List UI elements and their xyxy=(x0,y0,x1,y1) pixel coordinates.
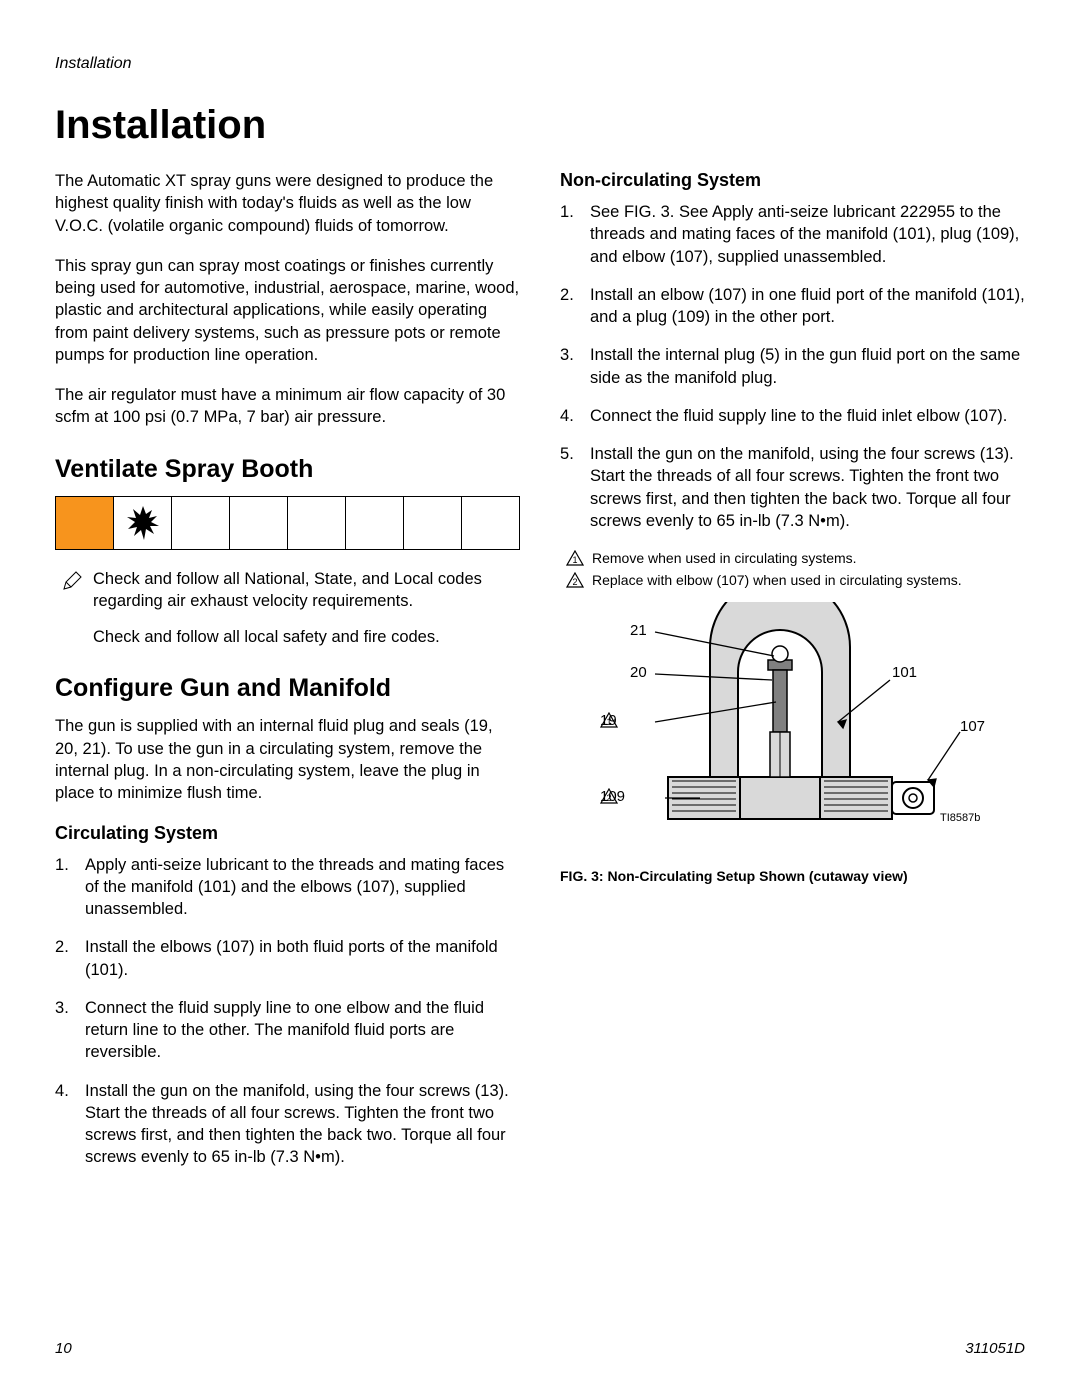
svg-text:1: 1 xyxy=(606,717,611,727)
circulating-steps: Apply anti-seize lubricant to the thread… xyxy=(55,854,520,1169)
warning-cell-fire xyxy=(114,497,172,549)
figure-caption: FIG. 3: Non-Circulating Setup Shown (cut… xyxy=(560,868,1025,884)
right-column: Non-circulating System See FIG. 3. See A… xyxy=(560,170,1025,1185)
safety-note-1: Check and follow all National, State, an… xyxy=(55,568,520,613)
callout-109: 2 109 xyxy=(600,788,625,805)
safety-note-1-text: Check and follow all National, State, an… xyxy=(93,568,520,613)
warning-cell-empty-6 xyxy=(462,497,519,549)
figure-caption-lead: FIG. 3: xyxy=(560,868,604,884)
svg-text:2: 2 xyxy=(606,793,611,803)
callout-107: 107 xyxy=(960,718,985,735)
warning-cell-empty-3 xyxy=(288,497,346,549)
circ-step-4: Install the gun on the manifold, using t… xyxy=(55,1080,520,1169)
running-head: Installation xyxy=(55,55,1025,73)
circ-step-2: Install the elbows (107) in both fluid p… xyxy=(55,936,520,981)
noncirc-heading: Non-circulating System xyxy=(560,170,1025,191)
warning-cell-empty-1 xyxy=(172,497,230,549)
configure-heading: Configure Gun and Manifold xyxy=(55,674,520,703)
warning-cell-empty-5 xyxy=(404,497,462,549)
warning-icon-strip xyxy=(55,496,520,550)
noncirc-steps: See FIG. 3. See Apply anti-seize lubrica… xyxy=(560,201,1025,532)
triangle-note-1: 1 Remove when used in circulating system… xyxy=(566,550,1025,566)
pencil-icon xyxy=(61,570,83,598)
warning-cell-empty-2 xyxy=(230,497,288,549)
figure-caption-rest: Non-Circulating Setup Shown (cutaway vie… xyxy=(604,868,908,884)
triangle-note-1-text: Remove when used in circulating systems. xyxy=(592,550,857,566)
figure-3: 21 20 1 19 2 109 101 107 TI8587b xyxy=(560,602,1025,862)
warning-cell-orange xyxy=(56,497,114,549)
noncirc-step-4: Connect the fluid supply line to the flu… xyxy=(560,405,1025,427)
intro-paragraph-3: The air regulator must have a minimum ai… xyxy=(55,384,520,429)
fire-explosion-icon xyxy=(126,504,160,542)
intro-paragraph-1: The Automatic XT spray guns were designe… xyxy=(55,170,520,237)
ventilate-heading: Ventilate Spray Booth xyxy=(55,455,520,484)
footer-page-number: 10 xyxy=(55,1340,72,1357)
noncirc-step-5: Install the gun on the manifold, using t… xyxy=(560,443,1025,532)
noncirc-step-3: Install the internal plug (5) in the gun… xyxy=(560,344,1025,389)
callout-21: 21 xyxy=(630,622,647,639)
warning-cell-empty-4 xyxy=(346,497,404,549)
noncirc-step-1: See FIG. 3. See Apply anti-seize lubrica… xyxy=(560,201,1025,268)
circ-step-3: Connect the fluid supply line to one elb… xyxy=(55,997,520,1064)
circ-step-1: Apply anti-seize lubricant to the thread… xyxy=(55,854,520,921)
configure-paragraph: The gun is supplied with an internal flu… xyxy=(55,715,520,804)
svg-text:2: 2 xyxy=(572,577,577,587)
triangle-2-icon: 2 xyxy=(566,572,584,588)
svg-text:1: 1 xyxy=(572,555,577,565)
footer-doc-id: 311051D xyxy=(965,1340,1025,1357)
safety-note-2: Check and follow all local safety and fi… xyxy=(55,626,520,648)
callout-20: 20 xyxy=(630,664,647,681)
two-column-layout: The Automatic XT spray guns were designe… xyxy=(55,170,1025,1185)
triangle-note-2: 2 Replace with elbow (107) when used in … xyxy=(566,572,1025,588)
callout-101: 101 xyxy=(892,664,917,681)
intro-paragraph-2: This spray gun can spray most coatings o… xyxy=(55,255,520,366)
page-footer: 10 311051D xyxy=(55,1340,1025,1357)
callout-19: 1 19 xyxy=(600,712,617,729)
page-title: Installation xyxy=(55,103,1025,148)
triangle-1-icon: 1 xyxy=(566,550,584,566)
circulating-heading: Circulating System xyxy=(55,823,520,844)
noncirc-step-2: Install an elbow (107) in one fluid port… xyxy=(560,284,1025,329)
triangle-note-2-text: Replace with elbow (107) when used in ci… xyxy=(592,572,962,588)
left-column: The Automatic XT spray guns were designe… xyxy=(55,170,520,1185)
ti-reference: TI8587b xyxy=(940,812,980,824)
